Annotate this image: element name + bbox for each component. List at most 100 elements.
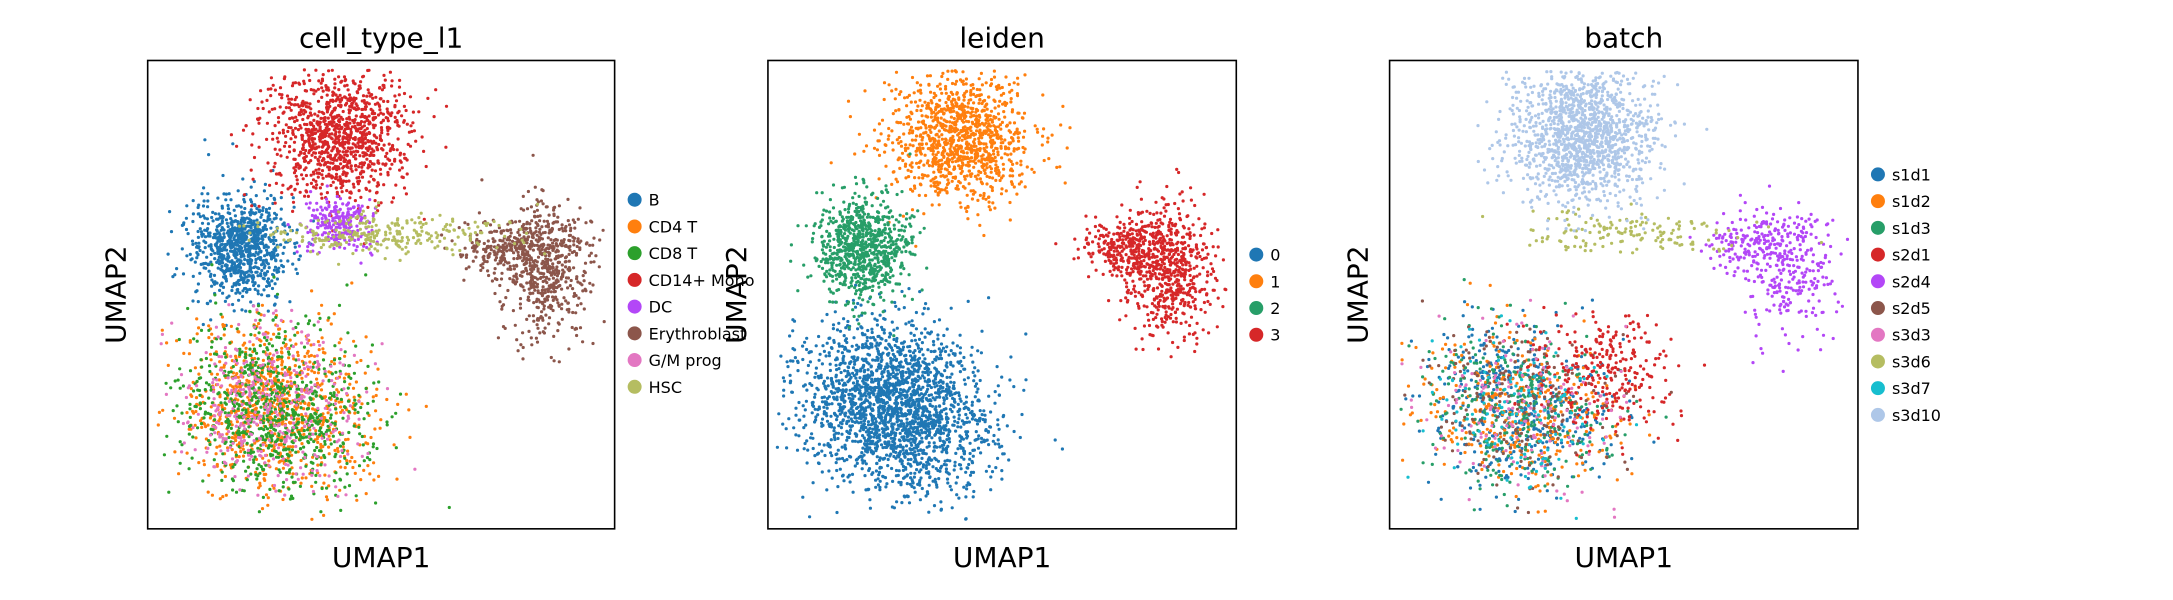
data-point bbox=[210, 215, 214, 220]
data-point bbox=[365, 390, 369, 394]
data-point bbox=[237, 298, 241, 302]
data-point bbox=[556, 215, 560, 219]
data-point bbox=[302, 112, 306, 116]
data-point bbox=[551, 248, 555, 252]
data-point bbox=[330, 132, 334, 136]
data-point bbox=[306, 367, 310, 371]
data-point bbox=[532, 210, 537, 214]
data-point bbox=[338, 459, 342, 463]
data-point bbox=[568, 233, 573, 237]
data-point bbox=[492, 271, 496, 275]
data-point bbox=[221, 452, 225, 456]
data-point bbox=[306, 230, 310, 235]
data-point bbox=[302, 428, 306, 433]
data-point bbox=[311, 416, 315, 420]
data-point bbox=[179, 373, 184, 377]
data-point bbox=[345, 391, 349, 396]
data-point bbox=[332, 362, 336, 366]
data-point bbox=[390, 84, 394, 88]
data-point bbox=[215, 372, 219, 376]
data-point bbox=[515, 246, 520, 251]
data-point bbox=[374, 409, 378, 413]
data-point bbox=[291, 445, 295, 449]
data-point bbox=[313, 112, 317, 116]
data-point bbox=[305, 387, 309, 391]
data-point bbox=[521, 331, 525, 335]
data-point bbox=[275, 351, 279, 355]
data-point bbox=[338, 175, 342, 179]
data-point bbox=[274, 315, 278, 319]
data-point bbox=[322, 116, 326, 120]
data-point bbox=[256, 446, 260, 450]
data-point bbox=[274, 443, 278, 447]
data-point bbox=[307, 128, 311, 132]
data-point bbox=[352, 371, 356, 375]
data-point bbox=[320, 336, 324, 340]
data-point bbox=[257, 322, 261, 326]
data-point bbox=[259, 374, 263, 378]
data-point bbox=[212, 273, 217, 277]
data-point bbox=[334, 153, 338, 157]
data-point bbox=[598, 238, 602, 242]
data-point bbox=[195, 289, 199, 293]
data-point bbox=[336, 449, 340, 454]
data-point bbox=[538, 276, 543, 280]
data-point bbox=[343, 159, 347, 163]
data-point bbox=[349, 376, 353, 380]
data-point bbox=[261, 495, 265, 499]
data-point bbox=[397, 93, 401, 97]
data-point bbox=[229, 198, 233, 202]
data-point bbox=[277, 335, 281, 340]
data-point bbox=[295, 182, 299, 186]
data-point bbox=[187, 352, 191, 356]
data-point bbox=[270, 425, 274, 429]
data-point bbox=[217, 255, 221, 259]
data-point bbox=[465, 253, 469, 257]
data-point bbox=[522, 222, 526, 227]
data-point bbox=[202, 459, 206, 463]
data-point bbox=[362, 163, 366, 167]
data-point bbox=[552, 359, 556, 363]
data-point bbox=[372, 478, 376, 482]
data-point bbox=[346, 165, 350, 169]
data-point bbox=[236, 265, 240, 269]
data-point bbox=[291, 129, 295, 133]
data-point bbox=[568, 239, 572, 243]
data-point bbox=[198, 393, 202, 397]
data-point bbox=[327, 452, 331, 456]
data-point bbox=[308, 121, 312, 125]
data-point bbox=[229, 426, 233, 430]
data-point bbox=[308, 432, 312, 436]
data-point bbox=[304, 105, 308, 109]
data-point bbox=[268, 217, 272, 221]
data-point bbox=[231, 465, 235, 469]
data-point bbox=[240, 368, 244, 372]
data-point bbox=[569, 278, 573, 283]
data-point bbox=[367, 180, 371, 184]
data-point bbox=[358, 127, 362, 131]
data-point bbox=[285, 471, 289, 475]
data-point bbox=[239, 232, 243, 236]
data-point bbox=[275, 270, 279, 274]
data-point bbox=[357, 165, 361, 169]
data-point bbox=[356, 204, 360, 208]
data-point bbox=[220, 421, 224, 426]
data-point bbox=[345, 189, 349, 193]
data-point bbox=[376, 181, 380, 185]
data-point bbox=[388, 167, 392, 171]
data-point bbox=[256, 233, 260, 237]
data-point bbox=[501, 246, 505, 250]
data-point bbox=[312, 185, 316, 189]
data-point bbox=[534, 264, 539, 268]
data-point bbox=[307, 206, 311, 210]
data-point bbox=[365, 101, 369, 105]
data-point bbox=[358, 432, 362, 436]
data-point bbox=[339, 337, 343, 341]
data-point bbox=[208, 299, 212, 303]
data-point bbox=[408, 144, 413, 148]
data-point bbox=[240, 350, 244, 354]
data-point bbox=[275, 439, 279, 443]
data-point bbox=[329, 413, 333, 417]
data-point bbox=[287, 106, 291, 110]
data-point bbox=[475, 250, 479, 254]
